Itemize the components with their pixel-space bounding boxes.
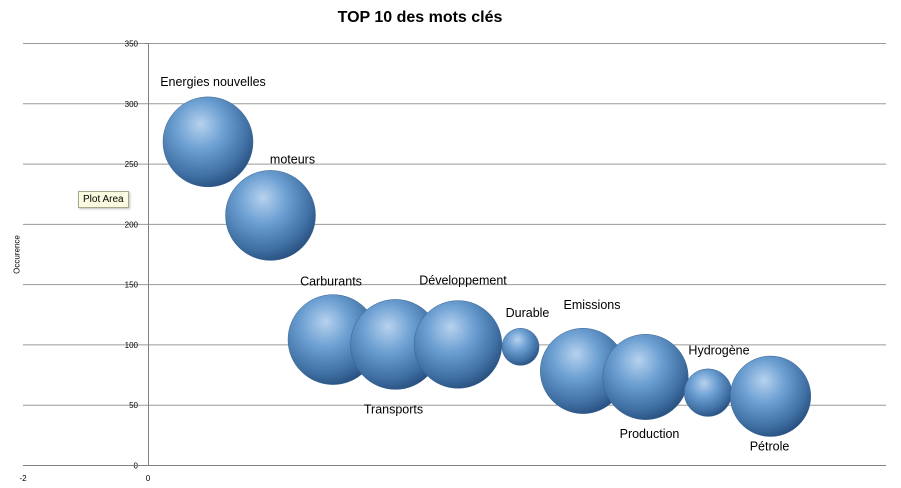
data-label: Développement (419, 273, 507, 287)
bubble-labels: Energies nouvelles moteurs Carburants Trans… (160, 75, 789, 453)
y-tick-label: 200 (125, 220, 139, 229)
plot-area-tooltip: Plot Area (78, 191, 129, 208)
data-label: Emissions (564, 298, 621, 312)
data-label: Production (620, 427, 680, 441)
chart-title: TOP 10 des mots clés (337, 9, 503, 26)
data-label: Transports (364, 402, 423, 416)
data-label: Durable (506, 306, 550, 320)
y-tick-label: 50 (129, 401, 138, 410)
y-tick-label: 100 (125, 341, 139, 350)
y-tick-label: 250 (125, 160, 139, 169)
data-label: Energies nouvelles (160, 75, 266, 89)
data-label: moteurs (270, 152, 315, 166)
bubble (413, 300, 503, 389)
bubbles (162, 96, 811, 437)
bubble (602, 334, 689, 420)
y-tick-label: 350 (125, 40, 139, 49)
axes: 050100150200250300350-20 (19, 40, 886, 483)
data-label: Hydrogène (688, 344, 749, 358)
bubble (225, 170, 316, 261)
data-label: Pétrole (750, 439, 790, 453)
bubble (683, 368, 733, 417)
bubble (501, 328, 540, 366)
y-tick-label: 150 (125, 281, 139, 290)
bubble (162, 96, 254, 188)
data-label: Carburants (300, 275, 362, 289)
x-tick-label: -2 (19, 474, 27, 483)
bubble (730, 355, 811, 437)
y-tick-label: 300 (125, 100, 139, 109)
x-tick-label: 0 (146, 474, 151, 483)
